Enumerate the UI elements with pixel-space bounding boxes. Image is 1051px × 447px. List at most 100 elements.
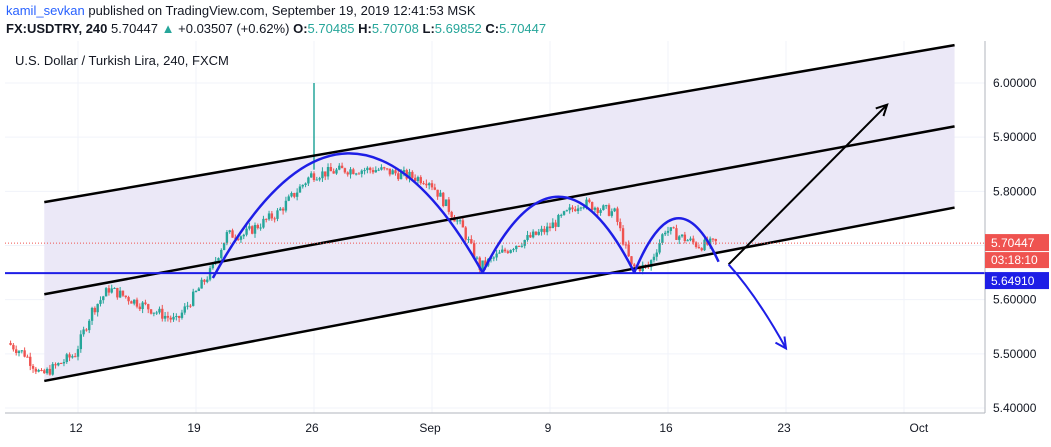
current-price-label-bg	[985, 234, 1049, 252]
candle-body	[565, 210, 569, 212]
candle-body	[545, 226, 549, 233]
candle-body	[383, 167, 386, 169]
candle-body	[312, 173, 316, 181]
candle-body	[529, 235, 532, 238]
candle-body	[700, 248, 703, 251]
candle-body	[661, 234, 664, 243]
candle-body	[484, 260, 487, 266]
candle-body	[290, 192, 293, 197]
candle-body	[40, 370, 43, 372]
candle-body	[520, 245, 524, 247]
candle-body	[472, 243, 476, 259]
candle-body	[144, 302, 147, 305]
candle-body	[621, 228, 625, 245]
candle-body	[554, 222, 557, 227]
chart-container[interactable]: 6.000005.900005.800005.700005.600005.500…	[5, 41, 1049, 441]
change-arrow-icon: ▲	[161, 21, 175, 36]
candle-body	[652, 256, 656, 261]
candle-body	[57, 363, 60, 366]
candle-body	[515, 245, 518, 250]
candle-body	[433, 187, 437, 190]
candle-body	[220, 250, 223, 259]
candle-body	[295, 192, 299, 197]
candle-body	[287, 196, 290, 201]
candle-body	[669, 227, 673, 231]
low-value: 5.69852	[434, 21, 482, 36]
candle-body	[245, 228, 248, 235]
candle-body	[411, 171, 414, 178]
countdown-label-bg	[985, 252, 1049, 269]
channel-fill	[44, 45, 955, 381]
arc-line	[211, 152, 484, 279]
time-axis[interactable]: 12 19 26 Sep 9 16 23 Oct	[69, 421, 929, 435]
candle-body	[574, 209, 577, 212]
low-label: L:	[422, 21, 435, 36]
candle-body	[509, 250, 512, 253]
candle-body	[576, 208, 580, 212]
candle-body	[301, 184, 304, 187]
candle-body	[686, 240, 689, 242]
candle-body	[23, 350, 26, 357]
candle-body	[380, 167, 383, 170]
candle-body	[444, 199, 448, 207]
candle-body	[430, 183, 434, 188]
candle-body	[309, 173, 313, 178]
close-value: 5.70447	[499, 21, 547, 36]
arrow-drawings[interactable]	[727, 103, 889, 351]
candle-body	[366, 167, 369, 171]
candle-body	[239, 236, 243, 240]
candle-body	[694, 242, 698, 248]
price-chart[interactable]: 6.000005.900005.800005.700005.600005.500…	[5, 41, 1049, 441]
candle-body	[607, 205, 611, 216]
candle-body	[183, 306, 186, 313]
candle-body	[357, 173, 361, 175]
candle-body	[610, 211, 614, 216]
time-tick-label: Sep	[419, 421, 441, 435]
candle-body	[548, 226, 552, 229]
candle-body	[99, 300, 102, 304]
candle-body	[116, 287, 119, 298]
candle-body	[324, 171, 327, 177]
candle-body	[352, 169, 355, 175]
candle-body	[127, 297, 130, 302]
candle-body	[689, 238, 692, 241]
candle-body	[158, 308, 161, 313]
candle-body	[248, 226, 251, 229]
candle-body	[152, 312, 156, 314]
open-label: O:	[293, 21, 308, 36]
candle-body	[585, 199, 588, 208]
candle-body	[65, 354, 68, 363]
candle-body	[82, 329, 85, 335]
candle-body	[593, 207, 597, 210]
candle-body	[96, 303, 99, 313]
candle-body	[534, 231, 538, 235]
candle-body	[649, 260, 653, 268]
author-link[interactable]: kamil_sevkan	[6, 3, 85, 18]
candle-body	[397, 173, 400, 180]
candle-body	[62, 362, 66, 364]
published-text: published on TradingView.com, September …	[88, 3, 476, 18]
candle-body	[338, 165, 341, 170]
candle-body	[436, 189, 439, 197]
candle-body	[680, 234, 684, 237]
candle-body	[211, 262, 215, 269]
candle-body	[672, 227, 675, 229]
candle-body	[363, 170, 366, 172]
candle-body	[368, 167, 372, 171]
candle-body	[130, 301, 133, 304]
candle-body	[225, 232, 229, 243]
time-tick-label: 26	[305, 421, 319, 435]
candle-body	[683, 234, 687, 242]
time-tick-label: 19	[187, 421, 201, 435]
candle-body	[442, 192, 445, 207]
candle-body	[340, 165, 344, 169]
candle-body	[135, 299, 139, 307]
high-label: H:	[358, 21, 372, 36]
candle-body	[596, 207, 599, 213]
arc-drawings[interactable]	[211, 152, 720, 279]
current-price-label: 5.70447	[991, 236, 1035, 250]
candle-body	[540, 228, 543, 232]
candle-body	[697, 247, 701, 249]
candle-body	[307, 177, 310, 184]
candle-body	[492, 257, 496, 259]
